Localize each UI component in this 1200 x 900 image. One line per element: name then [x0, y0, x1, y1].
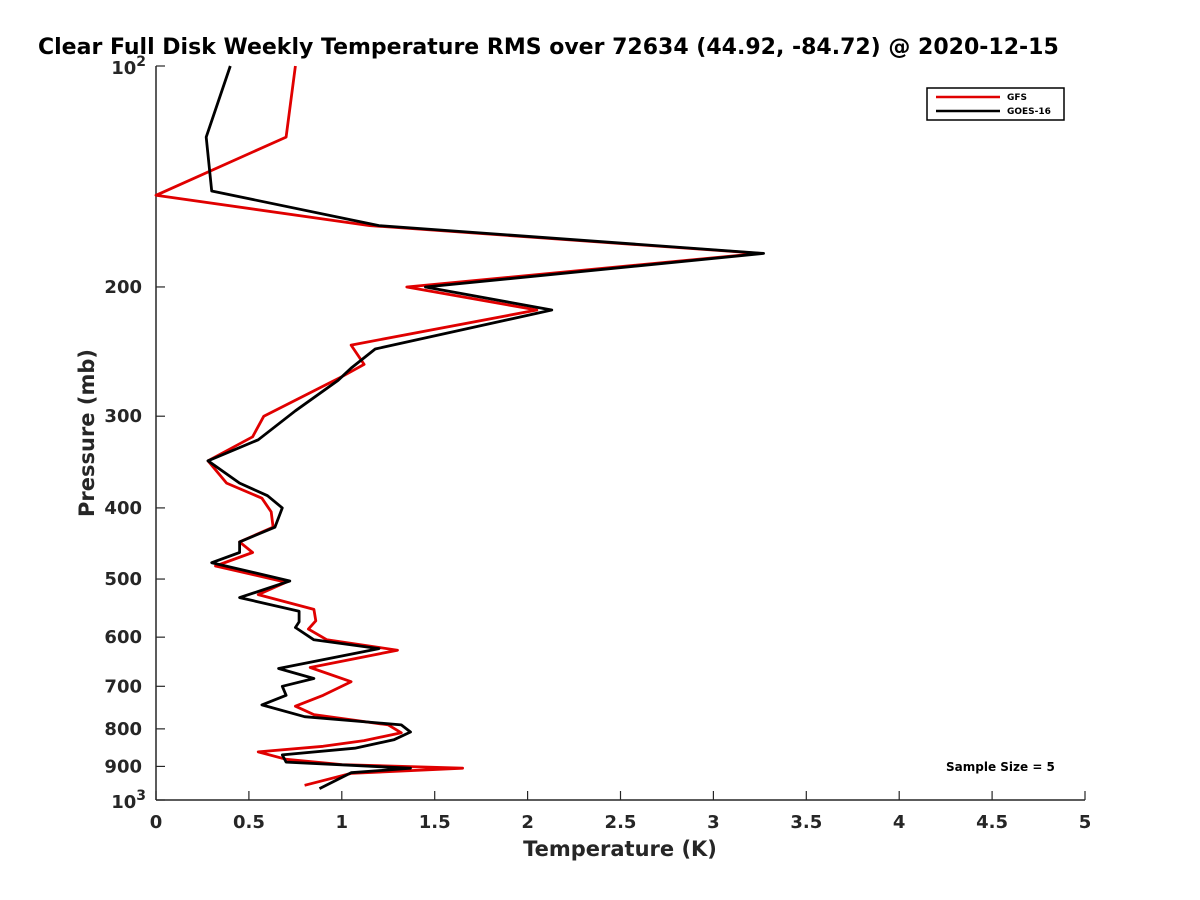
x-tick-label: 4.5	[976, 812, 1008, 833]
sample-size-annotation: Sample Size = 5	[946, 760, 1055, 774]
y-ticks: 200 300 400 500 600 700 800 900 102 103	[104, 54, 165, 813]
series-line-goes16	[204, 65, 765, 790]
y-decade-tick-label: 103	[111, 788, 146, 813]
legend: GFS GOES-16	[926, 87, 1065, 121]
y-tick-label: 800	[104, 719, 142, 740]
y-tick-label: 600	[104, 627, 142, 648]
x-tick-label: 4	[893, 812, 906, 833]
x-tick-label: 2.5	[605, 812, 637, 833]
x-tick-label: 3	[707, 812, 720, 833]
y-tick-label: 500	[104, 569, 142, 590]
x-tick-label: 0.5	[233, 812, 265, 833]
x-tick-label: 5	[1079, 812, 1092, 833]
x-ticks: 0 0.5 1 1.5 2 2.5 3 3.5 4 4.5 5	[150, 791, 1092, 833]
x-tick-label: 2	[521, 812, 534, 833]
plot-area: 0 0.5 1 1.5 2 2.5 3 3.5 4 4.5 5 200 300 400 500 600 700…	[104, 54, 1091, 833]
y-tick-label: 700	[104, 676, 142, 697]
series-group	[154, 65, 765, 790]
x-axis-label: Temperature (K)	[523, 837, 717, 861]
series-line-gfs	[154, 65, 762, 787]
legend-label-goes16: GOES-16	[1007, 107, 1051, 117]
x-tick-label: 3.5	[790, 812, 822, 833]
legend-box	[926, 87, 1065, 121]
x-tick-label: 0	[150, 812, 163, 833]
chart-title: Clear Full Disk Weekly Temperature RMS o…	[38, 35, 1059, 60]
y-tick-label: 900	[104, 756, 142, 777]
y-tick-label: 200	[104, 277, 142, 298]
y-tick-label: 300	[104, 406, 142, 427]
y-axis-label: Pressure (mb)	[75, 349, 99, 517]
x-tick-label: 1.5	[419, 812, 451, 833]
y-decade-tick-label: 102	[111, 54, 146, 79]
x-tick-label: 1	[336, 812, 349, 833]
legend-label-gfs: GFS	[1007, 93, 1027, 103]
y-tick-label: 400	[104, 498, 142, 519]
